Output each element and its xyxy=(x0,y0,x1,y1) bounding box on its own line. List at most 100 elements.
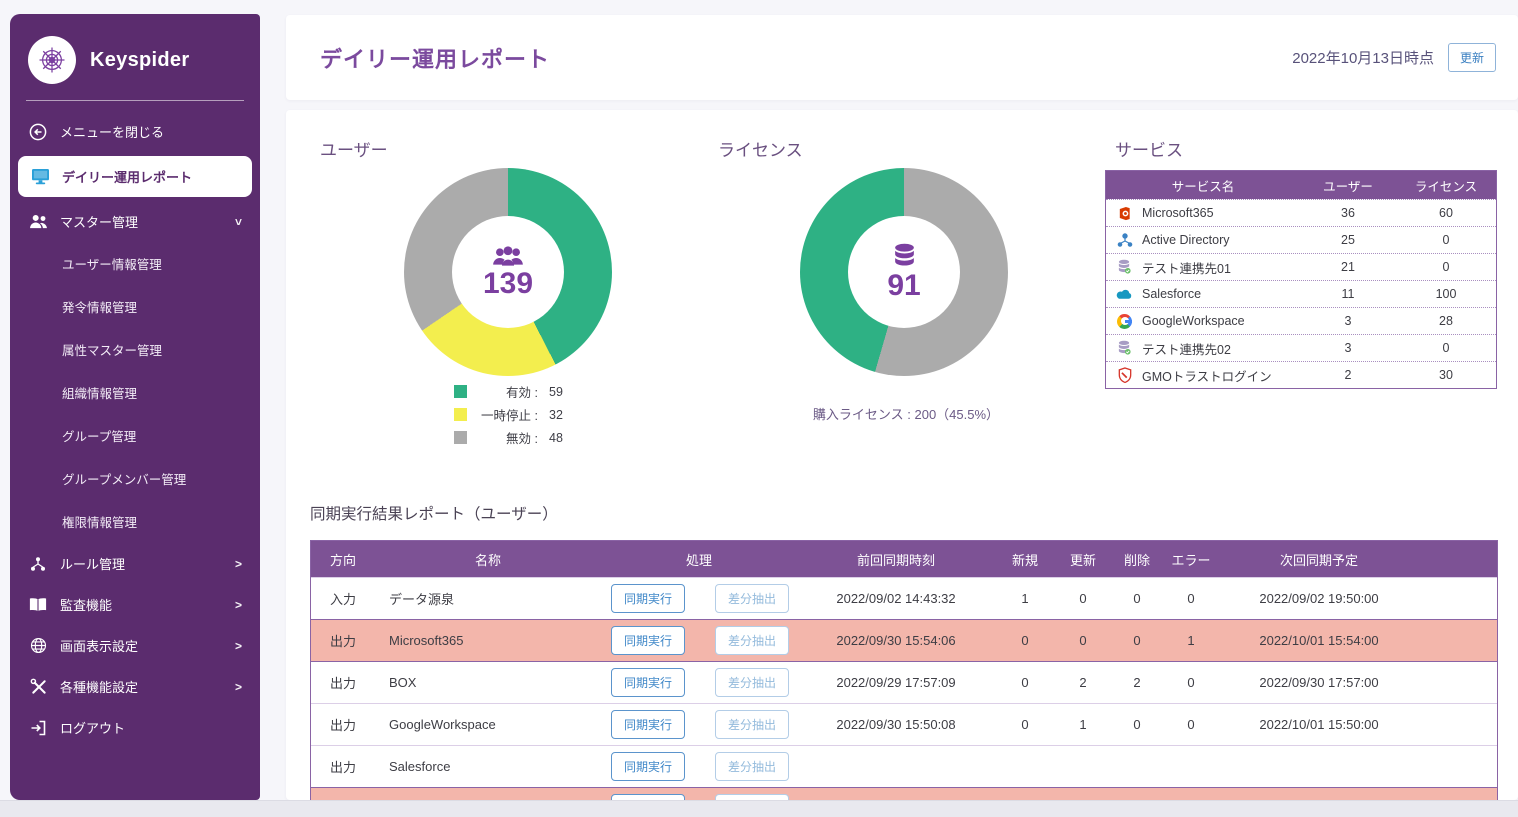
legend-item: 一時停止 : 32 xyxy=(454,405,563,424)
users-legend: 有効 : 59 一時停止 : 32 無効 : 48 xyxy=(454,382,563,447)
license-caption: 購入ライセンス : 200（45.5%） xyxy=(812,407,1000,422)
chevron-right-icon: > xyxy=(234,638,242,653)
diff-extract-button[interactable]: 差分抽出 xyxy=(715,668,790,697)
sidebar-item-label: グループ管理 xyxy=(62,430,137,444)
service-users: 21 xyxy=(1341,260,1355,274)
sync-delete-count: 0 xyxy=(1133,717,1141,732)
sidebar-item-close-menu[interactable]: メニューを閉じる xyxy=(10,111,260,152)
license-donut-center: 91 xyxy=(848,216,960,328)
service-users: 3 xyxy=(1344,341,1352,355)
sidebar-item-attribute-master[interactable]: 属性マスター管理 xyxy=(10,328,260,371)
service-licenses: 30 xyxy=(1439,368,1453,382)
page-title: デイリー運用レポート xyxy=(320,46,551,72)
sync-row: 出力 Salesforce 同期実行 差分抽出 xyxy=(311,745,1497,787)
legend-label: 無効 : xyxy=(506,432,538,446)
google-icon xyxy=(1116,313,1133,330)
sync-error-count: 0 xyxy=(1187,717,1195,732)
sidebar-item-order-info[interactable]: 発令情報管理 xyxy=(10,285,260,328)
sidebar-item-audit[interactable]: 監査機能 > xyxy=(10,584,260,625)
service-row: Active Directory 25 0 xyxy=(1106,226,1496,253)
legend-swatch-active xyxy=(454,385,467,398)
service-users: 3 xyxy=(1344,314,1352,328)
page-header: デイリー運用レポート 2022年10月13日時点 更新 xyxy=(286,15,1518,100)
sync-last-time: 2022/09/30 15:50:08 xyxy=(836,717,956,732)
sync-row-error: 出力 テスト連携先01 同期実行 差分抽出 xyxy=(311,787,1497,800)
diff-extract-button[interactable]: 差分抽出 xyxy=(715,710,790,739)
service-users: 2 xyxy=(1344,368,1352,382)
sidebar-item-label: 画面表示設定 xyxy=(60,639,139,654)
sidebar-item-group-member-mgmt[interactable]: グループメンバー管理 xyxy=(10,457,260,500)
sidebar-item-rule-mgmt[interactable]: ルール管理 > xyxy=(10,543,260,584)
sidebar-item-label: 各種機能設定 xyxy=(60,680,139,695)
legend-item: 有効 : 59 xyxy=(454,382,563,401)
sidebar-item-group-mgmt[interactable]: グループ管理 xyxy=(10,414,260,457)
sync-run-button[interactable]: 同期実行 xyxy=(611,626,686,655)
diff-extract-button[interactable]: 差分抽出 xyxy=(715,752,790,781)
column-header-delete: 削除 xyxy=(1123,552,1150,568)
sidebar-item-label: ユーザー情報管理 xyxy=(62,258,162,272)
column-header-licenses: ライセンス xyxy=(1414,179,1478,194)
sync-run-button[interactable]: 同期実行 xyxy=(611,584,686,613)
active-directory-icon xyxy=(1116,232,1133,249)
column-header-users: ユーザー xyxy=(1323,179,1373,194)
service-licenses: 60 xyxy=(1439,206,1453,220)
sync-direction: 出力 xyxy=(329,760,356,775)
users-donut-chart: 139 xyxy=(404,168,612,376)
diff-extract-button[interactable]: 差分抽出 xyxy=(715,584,790,613)
sidebar-item-display-settings[interactable]: 画面表示設定 > xyxy=(10,625,260,666)
sync-run-button[interactable]: 同期実行 xyxy=(611,668,686,697)
spider-web-icon xyxy=(39,47,65,73)
sync-row-error: 出力 Microsoft365 同期実行 差分抽出 2022/09/30 15:… xyxy=(311,619,1497,661)
column-header-error: エラー xyxy=(1171,552,1211,568)
service-users: 36 xyxy=(1341,206,1355,220)
sidebar-item-org-info[interactable]: 組織情報管理 xyxy=(10,371,260,414)
sync-table-header: 方向 名称 処理 前回同期時刻 新規 更新 削除 エラー 次回同期予定 xyxy=(311,541,1497,577)
sidebar-item-master-mgmt[interactable]: マスター管理 > xyxy=(10,201,260,242)
sidebar-item-daily-report[interactable]: デイリー運用レポート xyxy=(18,156,252,197)
sync-last-time: 2022/09/30 15:54:06 xyxy=(836,633,956,648)
service-users: 25 xyxy=(1341,233,1355,247)
service-licenses: 0 xyxy=(1442,260,1450,274)
service-licenses: 0 xyxy=(1442,341,1450,355)
salesforce-icon xyxy=(1116,286,1133,303)
service-name: Active Directory xyxy=(1142,233,1230,247)
service-name: GoogleWorkspace xyxy=(1142,314,1245,328)
monitor-icon xyxy=(30,168,50,185)
sync-run-button[interactable]: 同期実行 xyxy=(611,794,686,800)
column-header-service-name: サービス名 xyxy=(1171,179,1235,194)
sync-error-count: 0 xyxy=(1187,675,1195,690)
legend-label: 有効 : xyxy=(506,386,538,400)
book-icon xyxy=(28,597,48,612)
license-donut-chart: 91 xyxy=(800,168,1008,376)
sidebar-item-label: ログアウト xyxy=(60,721,126,736)
keyspider-logo xyxy=(28,36,76,84)
service-row: Microsoft365 36 60 xyxy=(1106,199,1496,226)
column-header-direction: 方向 xyxy=(329,552,356,568)
legend-swatch-suspended xyxy=(454,408,467,421)
sidebar-item-function-settings[interactable]: 各種機能設定 > xyxy=(10,666,260,707)
diff-extract-button[interactable]: 差分抽出 xyxy=(715,794,790,800)
sidebar-item-user-info[interactable]: ユーザー情報管理 xyxy=(10,242,260,285)
sync-result-table: 方向 名称 処理 前回同期時刻 新規 更新 削除 エラー 次回同期予定 入力 デ… xyxy=(310,540,1498,800)
diff-extract-button[interactable]: 差分抽出 xyxy=(715,626,790,655)
sync-run-button[interactable]: 同期実行 xyxy=(611,710,686,739)
column-header-process: 処理 xyxy=(685,552,712,568)
tools-icon xyxy=(28,678,48,695)
sync-next-time: 2022/10/01 15:54:00 xyxy=(1259,633,1379,648)
sidebar-item-label: 発令情報管理 xyxy=(62,301,138,315)
services-table-header: サービス名 ユーザー ライセンス xyxy=(1106,171,1496,199)
people-group-icon xyxy=(493,246,523,266)
sync-run-button[interactable]: 同期実行 xyxy=(611,752,686,781)
sync-direction: 出力 xyxy=(329,634,356,649)
refresh-button[interactable]: 更新 xyxy=(1447,43,1496,72)
sidebar-item-permission-info[interactable]: 権限情報管理 xyxy=(10,500,260,543)
service-row: GMOトラストログイン 2 30 xyxy=(1106,361,1496,388)
sync-next-time: 2022/10/01 15:50:00 xyxy=(1259,717,1379,732)
column-header-name: 名称 xyxy=(474,552,501,568)
chevron-right-icon: > xyxy=(234,556,242,571)
users-total: 139 xyxy=(482,267,534,300)
service-licenses: 28 xyxy=(1439,314,1453,328)
service-licenses: 100 xyxy=(1435,287,1457,301)
sidebar-item-logout[interactable]: ログアウト xyxy=(10,707,260,748)
globe-icon xyxy=(28,637,48,654)
